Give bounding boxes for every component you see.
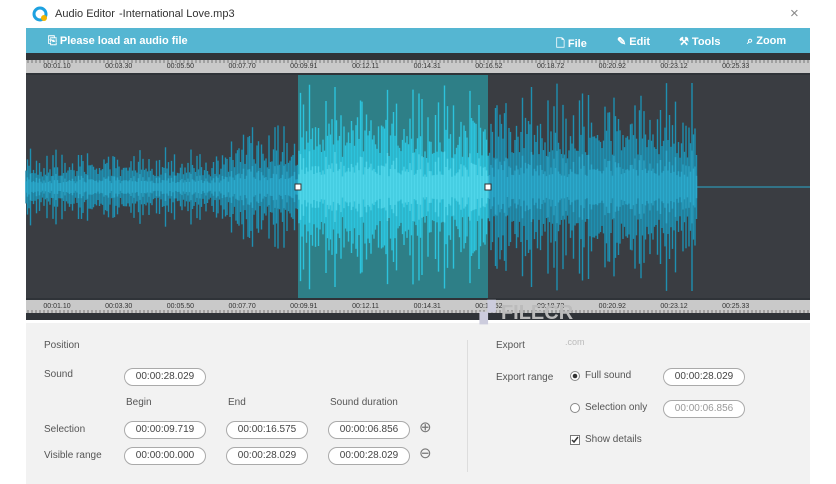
waveform-view: 00:01.10 00:01.10 00:03.30 00:03.30 00:05.50…: [25, 53, 810, 320]
timeline-label: 00:07.70: [228, 303, 255, 310]
radio-selected[interactable]: [569, 370, 581, 382]
title-bar: [0, 0, 836, 28]
timeline-label: 00:12.11: [352, 303, 379, 310]
timeline-label: 00:18.72: [537, 63, 564, 70]
timeline-label: 00:25.33: [722, 303, 749, 310]
timeline-label: 00:05.50: [167, 63, 194, 70]
end-field[interactable]: 00:00:16.575: [226, 421, 308, 439]
zoom-in-button[interactable]: ⊕: [419, 419, 432, 436]
toolbar: [26, 28, 810, 53]
column-header: End: [228, 397, 246, 408]
show-details-label: Show details: [585, 434, 642, 445]
sound-label: Sound: [44, 369, 73, 380]
timeline-label: 00:07.70: [228, 63, 255, 70]
timeline-label: 00:18.72: [537, 303, 564, 310]
end-field[interactable]: 00:00:28.029: [226, 447, 308, 465]
duration-field[interactable]: 00:00:06.856: [328, 421, 410, 439]
close-button[interactable]: ×: [790, 5, 799, 22]
selection-handle[interactable]: [484, 183, 492, 191]
divider: [467, 340, 468, 472]
menu-edit[interactable]: ✎ Edit: [617, 36, 651, 48]
begin-field[interactable]: 00:00:00.000: [124, 447, 206, 465]
ruler-strip: [26, 60, 810, 73]
row-label: Selection: [44, 424, 86, 435]
load-text: Please load an audio file: [59, 35, 188, 47]
timeline-label: 00:01.10: [43, 63, 70, 70]
app-icon: [32, 6, 48, 22]
timeline-label: 00:03.30: [105, 63, 132, 70]
menu-text: File: [567, 38, 587, 50]
timeline-label: 00:16.52: [475, 63, 502, 70]
menu-tools[interactable]: ⚒ Tools: [679, 36, 721, 48]
timeline-label: 00:23.12: [660, 63, 687, 70]
menu-text: Tools: [691, 36, 721, 48]
column-header: Begin: [126, 397, 152, 408]
begin-field[interactable]: 00:00:09.719: [124, 421, 206, 439]
radio[interactable]: [569, 402, 581, 414]
checkbox[interactable]: [569, 434, 581, 446]
timeline-label: 00:16.52: [475, 303, 502, 310]
timeline-label: 00:14.31: [414, 63, 441, 70]
timeline-label: 00:03.30: [105, 303, 132, 310]
export-range-label: Export range: [496, 372, 554, 383]
zoom-out-button[interactable]: ⊖: [419, 445, 432, 462]
timeline-label: 00:25.33: [722, 63, 749, 70]
timeline-label: 00:09.91: [290, 303, 317, 310]
option-label: Full sound: [585, 370, 632, 381]
timeline-label: 00:12.11: [352, 63, 379, 70]
column-header: Sound duration: [330, 397, 398, 408]
watermark: ▞ FILECR: [480, 302, 574, 324]
timeline-label: 00:09.91: [290, 63, 317, 70]
selection-handle[interactable]: [294, 183, 302, 191]
menu-zoom[interactable]: ⌕ Zoom: [747, 35, 787, 47]
export-field[interactable]: 00:00:06.856: [663, 400, 745, 418]
timeline-label: 00:05.50: [167, 303, 194, 310]
ruler-strip: [26, 300, 810, 313]
duration-field[interactable]: 00:00:28.029: [328, 447, 410, 465]
menu-text: Zoom: [756, 35, 787, 47]
timeline-label: 00:20.92: [599, 303, 626, 310]
position-title: Position: [44, 340, 80, 351]
timeline-label: 00:20.92: [599, 63, 626, 70]
sound-field[interactable]: 00:00:28.029: [124, 368, 206, 386]
watermark-suffix: .com: [565, 337, 585, 347]
menu-text: Edit: [629, 36, 651, 48]
timeline-label: 00:23.12: [660, 303, 687, 310]
timeline-label: 00:14.31: [414, 303, 441, 310]
row-label: Visible range: [44, 450, 102, 461]
menu-file[interactable]: 🗋 File: [556, 38, 587, 50]
watermark-name: FILECR: [500, 302, 574, 324]
export-title: Export: [496, 340, 525, 351]
option-label: Selection only: [585, 402, 648, 413]
export-field[interactable]: 00:00:28.029: [663, 368, 745, 386]
timeline-label: 00:01.10: [43, 303, 70, 310]
app-name: Audio Editor: [55, 8, 115, 20]
file-name: -International Love.mp3: [119, 8, 235, 20]
load-button[interactable]: ⎘ Please load an audio file: [48, 35, 188, 47]
